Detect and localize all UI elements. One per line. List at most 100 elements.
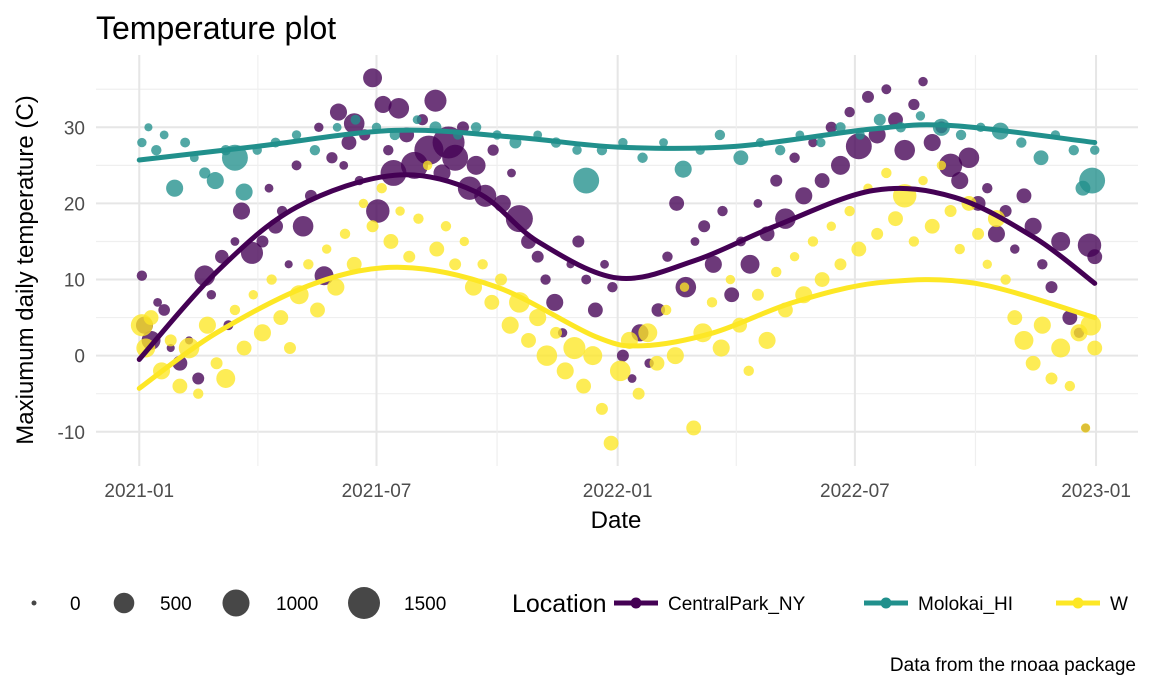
data-point	[845, 133, 872, 160]
color-legend-label: W	[1110, 594, 1128, 615]
data-point	[266, 274, 277, 285]
data-point	[291, 130, 302, 140]
data-point	[1016, 188, 1032, 204]
data-point	[413, 213, 424, 224]
data-point	[199, 167, 211, 179]
data-point	[1062, 310, 1078, 326]
data-point	[835, 122, 846, 133]
data-point	[470, 122, 482, 133]
data-point	[808, 137, 818, 148]
data-point	[844, 205, 855, 217]
data-point	[851, 241, 867, 257]
y-tick-label: 20	[64, 194, 85, 215]
data-point	[743, 365, 754, 377]
data-point	[1080, 314, 1102, 336]
data-point	[844, 106, 855, 118]
data-point	[662, 251, 673, 262]
data-point	[923, 133, 941, 152]
data-point	[576, 378, 592, 394]
data-point	[915, 111, 926, 121]
data-point	[1016, 137, 1027, 148]
data-point	[1007, 310, 1023, 326]
y-axis-title: Maxiumum daily temperature (C)	[12, 95, 39, 444]
data-point	[918, 175, 928, 186]
data-point	[153, 297, 163, 307]
data-point	[607, 281, 618, 293]
size-legend-key	[348, 587, 380, 619]
data-point	[292, 215, 314, 237]
data-point	[1079, 167, 1106, 194]
x-axis-title: Date	[591, 507, 642, 534]
data-point	[376, 182, 387, 194]
data-point	[714, 129, 726, 141]
data-point	[284, 260, 293, 269]
data-point	[264, 183, 274, 193]
data-point	[143, 310, 159, 326]
data-point	[1033, 150, 1049, 166]
data-point	[495, 273, 507, 286]
data-point	[1045, 281, 1058, 294]
data-point	[873, 113, 886, 126]
data-point	[881, 167, 892, 179]
data-point	[834, 258, 847, 271]
data-point	[581, 274, 592, 285]
data-point	[955, 129, 967, 141]
data-point	[1025, 355, 1041, 371]
data-point	[329, 103, 348, 121]
caption: Data from the rnoaa package	[890, 655, 1136, 676]
data-point	[938, 153, 963, 178]
data-point	[1080, 423, 1091, 433]
data-point	[951, 172, 969, 190]
size-legend-label: 0	[70, 594, 81, 615]
data-point	[412, 115, 422, 125]
smooth-line-molokai_hi	[136, 122, 1098, 163]
data-point	[422, 160, 433, 171]
data-point	[366, 220, 379, 233]
y-tick-label: 10	[64, 271, 85, 292]
x-tick-label: 2021-07	[342, 481, 412, 502]
data-point	[1033, 316, 1051, 334]
data-point	[309, 144, 321, 156]
data-point	[236, 340, 252, 356]
data-point	[429, 241, 445, 257]
data-point	[198, 316, 216, 334]
smooth-lines	[136, 122, 1098, 391]
data-point	[358, 198, 369, 209]
data-point	[505, 205, 533, 233]
data-point	[180, 137, 191, 148]
data-point	[825, 121, 837, 133]
data-point	[770, 174, 783, 187]
data-point	[501, 316, 519, 334]
size-legend-key	[222, 589, 250, 617]
data-point	[725, 274, 736, 285]
data-point	[831, 155, 850, 175]
data-point	[466, 155, 486, 175]
data-point	[210, 357, 223, 370]
data-point	[954, 243, 965, 255]
data-point	[383, 144, 394, 156]
data-point	[383, 234, 399, 249]
data-point	[826, 221, 837, 231]
data-point	[1024, 217, 1042, 235]
data-point	[521, 332, 536, 348]
data-point	[216, 369, 236, 388]
data-point	[1090, 145, 1100, 155]
data-point	[753, 199, 763, 208]
data-point	[908, 236, 920, 247]
data-point	[248, 290, 258, 300]
data-point	[881, 84, 892, 95]
data-point	[253, 324, 271, 342]
data-point	[774, 144, 786, 156]
data-point	[1037, 259, 1048, 270]
data-point	[159, 130, 169, 140]
data-point	[172, 378, 188, 394]
data-point	[616, 349, 629, 362]
data-point	[758, 331, 776, 349]
data-point	[136, 270, 148, 281]
data-point	[666, 347, 684, 365]
data-point	[587, 302, 603, 318]
data-point	[327, 278, 345, 296]
data-point	[717, 205, 728, 217]
data-point	[346, 256, 362, 272]
